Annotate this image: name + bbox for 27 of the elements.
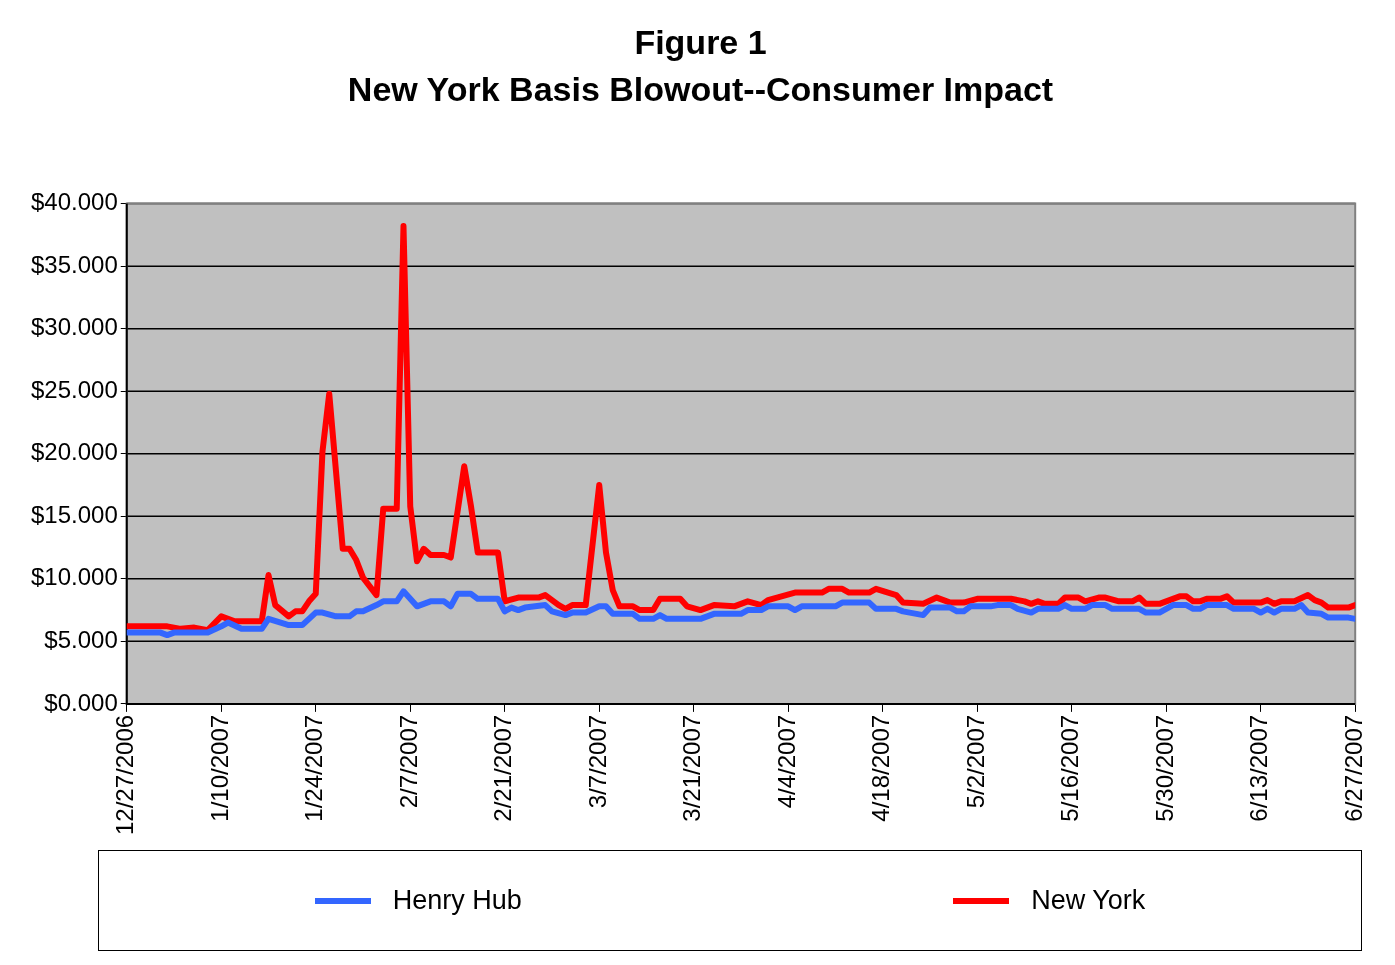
x-tick-label: 5/30/2007 [1150, 714, 1178, 822]
y-tick-label: $35.000 [30, 250, 118, 278]
y-tick-label: $40.000 [30, 188, 118, 216]
x-tick-label: 2/7/2007 [394, 714, 422, 809]
x-tick-label: 3/7/2007 [583, 714, 611, 809]
legend-label: New York [1031, 885, 1146, 916]
x-tick-label: 6/27/2007 [1339, 714, 1367, 822]
x-tick-label: 3/21/2007 [678, 714, 706, 822]
chart-subtitle: New York Basis Blowout--Consumer Impact [347, 69, 1054, 108]
y-tick-label: $0.000 [44, 688, 118, 716]
x-tick-label: 6/13/2007 [1245, 714, 1273, 822]
x-tick-label: 5/16/2007 [1056, 714, 1084, 822]
y-tick-label: $10.000 [30, 563, 118, 591]
x-tick-label: 1/10/2007 [205, 714, 233, 822]
x-tick-label: 1/24/2007 [300, 714, 328, 822]
x-tick-label: 12/27/2006 [111, 714, 139, 836]
x-tick-label: 5/2/2007 [961, 714, 989, 809]
y-tick-label: $15.000 [30, 500, 118, 528]
x-tick-label: 4/4/2007 [772, 714, 800, 809]
chart-title: Figure 1 [634, 22, 767, 61]
legend-label: Henry Hub [392, 885, 522, 916]
y-tick-label: $30.000 [30, 313, 118, 341]
x-tick-label: 4/18/2007 [867, 714, 895, 822]
y-tick-label: $20.000 [30, 438, 118, 466]
y-tick-label: $25.000 [30, 375, 118, 403]
x-tick-label: 2/21/2007 [489, 714, 517, 822]
y-tick-label: $5.000 [44, 625, 118, 653]
